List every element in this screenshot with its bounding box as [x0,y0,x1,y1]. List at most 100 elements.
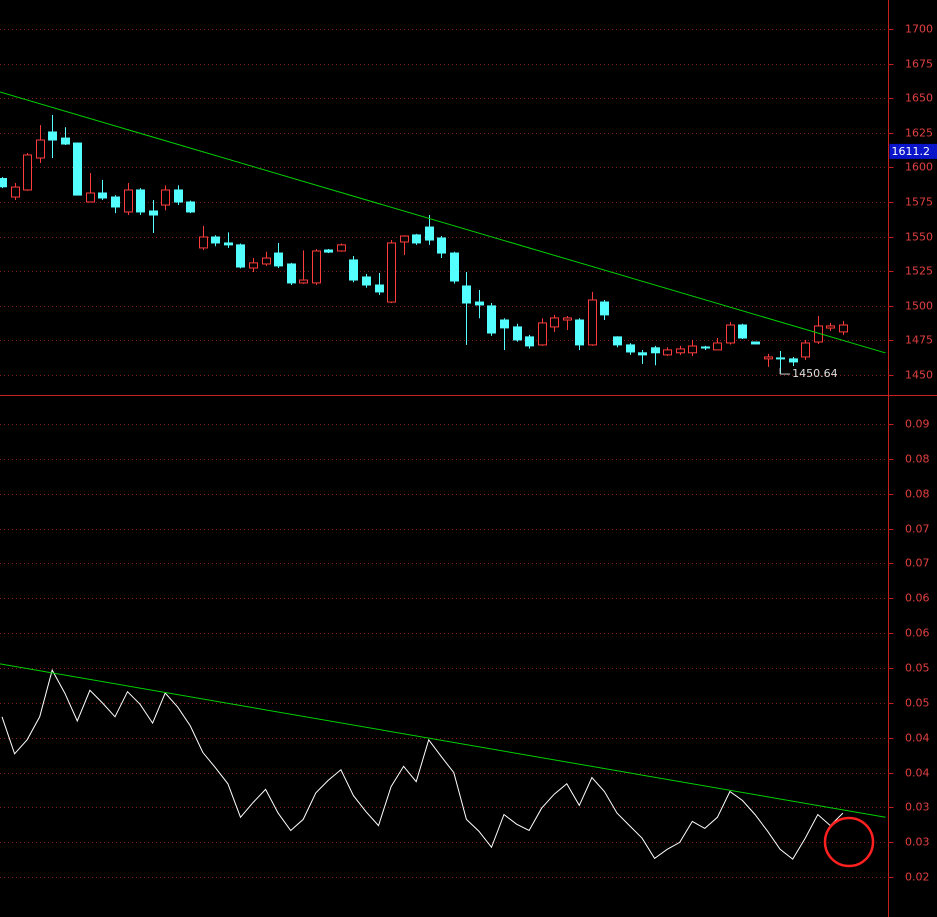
y-tick-label: 1500 [905,300,933,313]
y-tick-label: 0.08 [905,453,930,466]
candle-body [588,299,597,346]
candle-body [651,347,660,354]
candle-body [826,325,835,329]
candle-body [513,326,522,341]
candle-body [462,285,471,304]
candle-body [136,189,145,213]
candle-body [789,358,798,363]
candle-body [726,324,735,344]
candle-body [764,356,773,360]
candle-body [287,263,296,284]
y-tick-label: 0.06 [905,627,930,640]
price-label: 1611.2 [892,145,931,158]
y-tick-label: 0.07 [905,557,930,570]
candle-body [563,317,572,321]
candle-body [86,192,95,203]
candle-body [500,319,509,329]
y-tick-label: 0.07 [905,523,930,536]
candle-body [48,131,57,141]
candle-body [450,252,459,282]
candle-body [149,210,158,216]
candle-body [299,279,308,284]
y-tick-label: 0.04 [905,732,930,745]
candle-body [437,237,446,254]
candle-body [362,276,371,286]
candle-body [776,357,785,360]
candle-body [11,186,20,198]
candle-body [61,137,70,145]
y-tick-label: 1525 [905,265,933,278]
candle-body [550,317,559,328]
candle-body [161,189,170,206]
candle-body [688,345,697,354]
candle-body [525,336,534,347]
candle-body [412,234,421,244]
candle-body [211,236,220,244]
candle-body [613,336,622,346]
candle-body [676,348,685,354]
y-tick-label: 0.08 [905,488,930,501]
candle-body [236,244,245,268]
candle-body [575,319,584,346]
highlight-circle [823,816,875,868]
candle-body [425,226,434,241]
y-tick-label: 0.05 [905,697,930,710]
y-tick-label: 1650 [905,92,933,105]
low-label: 1450.64 [792,367,838,380]
y-tick-label: 0.05 [905,662,930,675]
candle-body [337,244,346,252]
candle-body [701,346,710,349]
y-tick-label: 0.09 [905,418,930,431]
candle-body [124,189,133,213]
candle-body [713,342,722,351]
candle-body [349,259,358,281]
y-tick-label: 0.04 [905,767,930,780]
candle-body [626,344,635,353]
candle-body [839,324,848,333]
candle-body [801,342,810,358]
candle-body [174,189,183,203]
y-tick-label: 0.03 [905,836,930,849]
candle-body [73,142,82,196]
candle-body [36,139,45,159]
candle-body [324,249,333,253]
candle-body [751,341,760,345]
candle-body [400,235,409,243]
y-tick-label: 0.02 [905,871,930,884]
candle-body [23,154,32,191]
candle-body [663,349,672,356]
candle-body [111,196,120,208]
candle-body [98,192,107,199]
candle-body [638,352,647,356]
y-tick-label: 0.03 [905,801,930,814]
candle-body [738,324,747,339]
candle-body [538,322,547,346]
y-tick-label: 1625 [905,127,933,140]
y-tick-label: 0.06 [905,592,930,605]
trendline [0,91,886,354]
y-tick-label: 1475 [905,334,933,347]
y-tick-label: 1700 [905,23,933,36]
candle-body [199,236,208,249]
candle-body [186,201,195,213]
candle-body [224,242,233,246]
y-tick-label: 1675 [905,58,933,71]
candle-body [0,177,7,188]
candle-body [387,242,396,303]
candle-body [375,284,384,293]
y-tick-label: 1550 [905,231,933,244]
price-label-box [889,143,937,159]
y-tick-label: 1575 [905,196,933,209]
y-tick-label: 1600 [905,161,933,174]
candle-body [312,250,321,284]
candle-body [487,305,496,334]
candle-body [249,262,258,269]
candle-body [600,301,609,316]
trendline [0,663,886,818]
candle-body [274,252,283,267]
candle-body [262,257,271,265]
indicator-line [1,668,844,860]
y-tick-label: 1450 [905,369,933,382]
